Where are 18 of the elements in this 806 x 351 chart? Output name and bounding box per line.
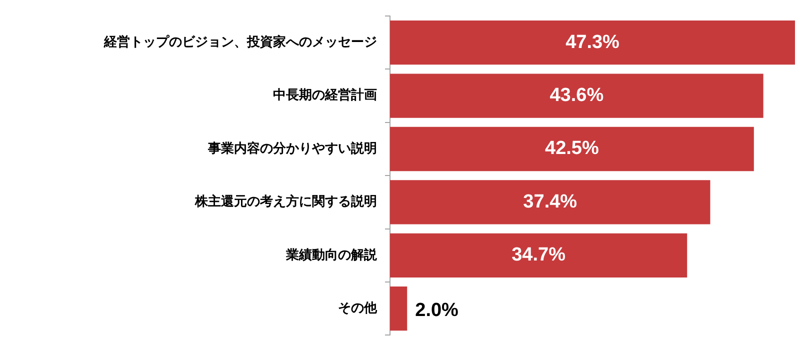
bar: [390, 20, 795, 65]
data-label: 37.4%: [523, 191, 578, 212]
data-label: 34.7%: [512, 244, 566, 266]
bar: [390, 180, 710, 224]
bar: [390, 74, 764, 118]
y-tick-label: 事業内容の分かりやすい説明: [207, 140, 377, 156]
y-tick-label: 業績動向の解説: [285, 246, 378, 263]
y-tick-label: 株主還元の考え方に関する説明: [194, 194, 377, 210]
y-tick-label: 中長期の経営計画: [273, 87, 377, 104]
data-label: 43.6%: [550, 85, 604, 106]
y-tick-label: その他: [338, 300, 378, 316]
y-tick-label: 経営トップのビジョン、投資家へのメッセージ: [103, 34, 377, 50]
data-label: 42.5%: [545, 138, 599, 160]
bar: [390, 126, 754, 172]
bar: [390, 286, 408, 331]
bar: [390, 233, 688, 278]
data-label: 2.0%: [415, 300, 459, 321]
data-label: 47.3%: [566, 32, 620, 53]
